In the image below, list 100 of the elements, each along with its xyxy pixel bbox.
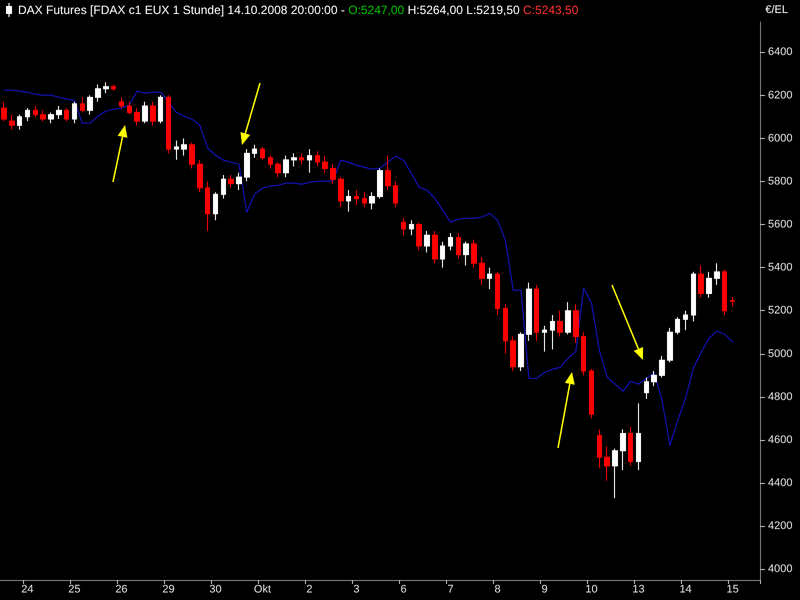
candlestick (487, 267, 492, 290)
candlestick (667, 327, 673, 363)
candlestick (56, 106, 62, 120)
candlestick (424, 230, 430, 254)
x-tick-label: 15 (726, 584, 739, 596)
candlestick (416, 222, 422, 251)
candlestick (698, 264, 704, 298)
y-tick-label: 4600 (768, 434, 792, 446)
candlestick (236, 172, 242, 191)
candlestick (479, 256, 485, 286)
candlestick (440, 241, 445, 268)
candlestick (291, 152, 297, 167)
candlestick (385, 155, 391, 191)
candlestick (252, 144, 257, 158)
candlestick (628, 426, 633, 466)
y-tick-label: 5800 (768, 175, 792, 188)
candlestick (675, 316, 680, 335)
y-tick-label: 6200 (768, 89, 792, 102)
candlestick (636, 402, 641, 471)
y-tick-label: 4200 (768, 520, 792, 532)
x-tick-label: 26 (115, 584, 128, 596)
candlestick (189, 142, 195, 169)
candlestick (80, 96, 85, 113)
candlestick (526, 282, 532, 342)
chart-title: DAX Futures [FDAX c1 EUX 1 Stunde] 14.10.2008 20:00:00 - (18, 3, 346, 17)
candlestick (542, 325, 547, 352)
candlestick (651, 370, 657, 387)
candlestick (534, 284, 539, 342)
y-tick-label: 5400 (768, 262, 792, 274)
candlestick (205, 180, 210, 232)
candlestick (346, 190, 351, 212)
candlestick (142, 101, 148, 124)
candlestick (510, 336, 516, 372)
candlestick (369, 192, 375, 210)
x-tick-label: 24 (21, 584, 34, 596)
candlestick (573, 304, 579, 344)
candlestick (307, 148, 312, 174)
candlestick (659, 355, 665, 378)
text: C:5243,50 (523, 3, 578, 17)
candlestick (134, 108, 140, 126)
line-series (3, 90, 734, 446)
x-tick-label: 9 (541, 584, 548, 596)
x-tick-label: 10 (585, 584, 598, 596)
text: H:5264,00 (408, 3, 464, 17)
x-tick-label: 2 (306, 584, 313, 596)
y-tick-label: 4000 (768, 563, 792, 576)
candlestick (354, 190, 359, 206)
text: L:5219,50 (466, 3, 521, 17)
candlestick (612, 448, 618, 499)
candlestick (197, 159, 203, 193)
candlestick (315, 150, 320, 167)
y-axis-title: €/EL (765, 3, 788, 18)
candlestick (150, 101, 156, 126)
candlestick (181, 138, 187, 156)
candlestick (620, 428, 626, 471)
candlestick (25, 108, 30, 122)
candlestick (275, 162, 281, 178)
candlestick (95, 84, 101, 102)
x-tick-label: 3 (353, 584, 360, 596)
candlestick (103, 82, 109, 94)
candlestick (72, 101, 77, 124)
candlestick (495, 271, 500, 316)
candlestick (268, 155, 273, 169)
candlestick (213, 192, 218, 221)
y-tick-label: 6400 (768, 46, 792, 58)
candlestick (730, 296, 735, 307)
candlestick (283, 155, 289, 178)
y-tick-label: 5000 (768, 348, 792, 360)
candlestick (393, 180, 398, 208)
candlestick (557, 310, 563, 338)
candlestick (691, 271, 696, 322)
candlestick (48, 112, 54, 124)
candlestick (683, 310, 688, 331)
candlestick (581, 332, 586, 376)
x-tick-label: 8 (494, 584, 501, 596)
candlestick (714, 262, 720, 286)
candlestick (330, 164, 336, 184)
candlestick (471, 239, 477, 268)
y-tick-label: 5600 (768, 218, 792, 231)
candlestick (518, 332, 524, 372)
candlestick (456, 232, 461, 260)
candlestick (127, 101, 132, 116)
x-tick-label: 29 (162, 584, 175, 596)
x-tick-label: 30 (209, 584, 222, 596)
candlestick (228, 174, 234, 188)
candlestick (338, 176, 344, 208)
candlestick (64, 108, 69, 122)
candlestick (644, 376, 649, 400)
candlestick (550, 314, 555, 350)
x-tick-label: 7 (447, 584, 454, 596)
candlestick (33, 106, 38, 118)
candlestick (158, 94, 163, 124)
candlestick (221, 174, 226, 200)
candlestick (377, 168, 383, 200)
candlestick (174, 140, 179, 160)
x-tick-label: 13 (632, 584, 645, 596)
y-tick-label: 5200 (768, 304, 792, 317)
x-tick-label: Okt (254, 584, 272, 596)
y-tick-label: 6000 (768, 132, 792, 144)
candlestick (111, 84, 116, 92)
